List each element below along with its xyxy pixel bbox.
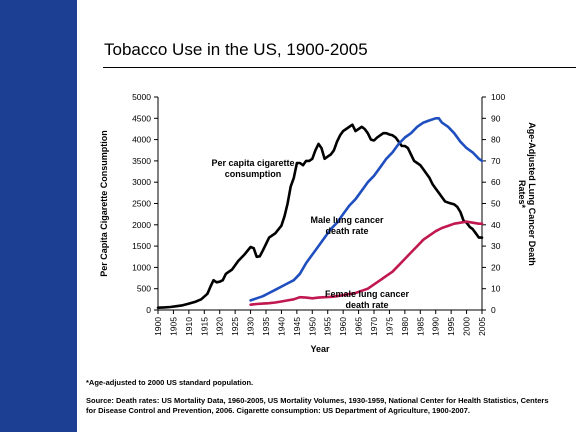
y-left-tick-label: 1000: [132, 262, 151, 272]
tobacco-line-chart: 0500100015002000250030003500400045005000…: [99, 92, 537, 354]
y-right-tick-label: 20: [491, 262, 501, 272]
y-left-tick-label: 2500: [132, 199, 151, 209]
y-axis-right-label-line-1: Age-Adjusted Lung Cancer Death: [527, 122, 537, 266]
cigarette-consumption-line: [156, 123, 484, 309]
y-left-tick-label: 4500: [132, 113, 151, 123]
x-tick-label: 1950: [307, 317, 317, 336]
y-right-tick-label: 90: [491, 113, 501, 123]
y-left-tick-label: 3000: [132, 177, 151, 187]
footnote: *Age-adjusted to 2000 US standard popula…: [86, 378, 254, 387]
x-tick-label: 1910: [184, 317, 194, 336]
y-right-tick-label: 100: [491, 92, 505, 102]
y-left-tick-label: 2000: [132, 220, 151, 230]
y-left-tick-label: 0: [146, 305, 151, 315]
annotation-male-line-2: death rate: [325, 226, 368, 236]
annotation-male-line-1: Male lung cancer: [310, 215, 384, 225]
y-right-tick-label: 0: [491, 305, 496, 315]
x-tick-label: 1980: [400, 317, 410, 336]
x-tick-label: 1925: [230, 317, 240, 336]
y-axis-right-label-line-2: Rates*: [517, 180, 527, 209]
y-right-tick-label: 50: [491, 199, 501, 209]
x-tick-label: 1970: [369, 317, 379, 336]
x-tick-label: 1915: [199, 317, 209, 336]
slide-title: Tobacco Use in the US, 1900-2005: [104, 40, 368, 59]
x-tick-label: 1945: [292, 317, 302, 336]
title-divider: [103, 67, 576, 68]
x-tick-label: 1985: [415, 317, 425, 336]
chart-axes: 0500100015002000250030003500400045005000…: [99, 92, 537, 354]
y-left-tick-label: 1500: [132, 241, 151, 251]
x-tick-label: 1920: [215, 317, 225, 336]
chart-series-lines: [156, 117, 484, 309]
y-right-tick-label: 60: [491, 177, 501, 187]
female-lung-cancer-line: [249, 220, 484, 306]
y-right-tick-label: 70: [491, 156, 501, 166]
annotation-cigarette-line-2: consumption: [225, 169, 282, 179]
y-left-tick-label: 500: [137, 284, 151, 294]
y-left-tick-label: 3500: [132, 156, 151, 166]
y-right-tick-label: 10: [491, 284, 501, 294]
x-axis-label: Year: [310, 344, 330, 354]
x-tick-label: 1960: [338, 317, 348, 336]
x-tick-label: 1990: [431, 317, 441, 336]
x-tick-label: 1930: [246, 317, 256, 336]
y-right-tick-label: 80: [491, 135, 501, 145]
y-right-tick-label: 40: [491, 220, 501, 230]
annotation-cigarette-line-1: Per capita cigarette: [211, 158, 294, 168]
x-tick-label: 1955: [323, 317, 333, 336]
male-lung-cancer-line: [249, 117, 484, 302]
x-tick-label: 2005: [477, 317, 487, 336]
x-tick-label: 1905: [168, 317, 178, 336]
source-note: Source: Death rates: US Mortality Data, …: [86, 396, 549, 415]
x-tick-label: 2000: [462, 317, 472, 336]
x-tick-label: 1935: [261, 317, 271, 336]
x-tick-label: 1975: [384, 317, 394, 336]
y-left-tick-label: 5000: [132, 92, 151, 102]
x-tick-label: 1940: [276, 317, 286, 336]
annotation-female-line-1: Female lung cancer: [325, 289, 410, 299]
left-decorative-band: [0, 0, 77, 432]
y-right-tick-label: 30: [491, 241, 501, 251]
x-tick-label: 1995: [446, 317, 456, 336]
x-tick-label: 1900: [153, 317, 163, 336]
y-axis-left-label: Per Capita Cigarette Consumption: [99, 130, 109, 277]
annotation-female-line-2: death rate: [345, 300, 388, 310]
x-tick-label: 1965: [354, 317, 364, 336]
y-left-tick-label: 4000: [132, 135, 151, 145]
